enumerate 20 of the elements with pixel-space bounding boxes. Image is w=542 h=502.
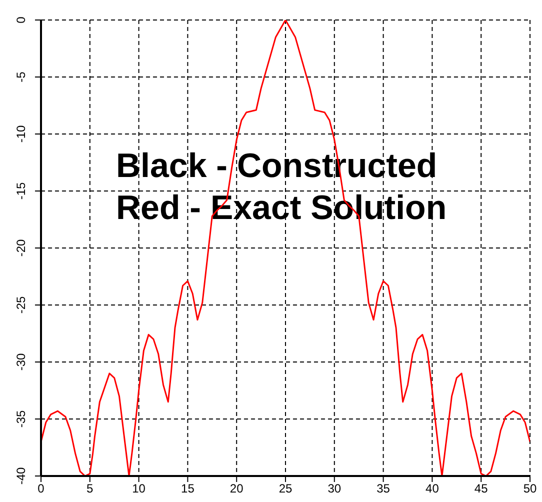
x-tick-label: 45 (474, 482, 488, 496)
x-tick-label: 50 (523, 482, 537, 496)
x-tick-label: 25 (278, 482, 292, 496)
y-tick-label: -30 (14, 353, 28, 371)
y-tick-label: -10 (14, 125, 28, 143)
y-tick-label: -15 (14, 182, 28, 200)
x-tick-label: 15 (181, 482, 195, 496)
y-tick-label: -40 (14, 467, 28, 485)
x-tick-label: 40 (426, 482, 440, 496)
x-tick-label: 0 (38, 482, 45, 496)
y-tick-label: -35 (14, 410, 28, 428)
y-tick-label: 0 (14, 16, 28, 24)
y-tick-label: -5 (14, 71, 28, 82)
x-tick-label: 5 (86, 482, 94, 496)
x-tick-label: 30 (328, 482, 342, 496)
x-tick-label: 10 (132, 482, 146, 496)
y-tick-label: -20 (14, 239, 28, 257)
x-tick-label: 35 (376, 482, 390, 496)
y-tick-label: -25 (14, 296, 28, 314)
x-tick-label: 20 (230, 482, 244, 496)
